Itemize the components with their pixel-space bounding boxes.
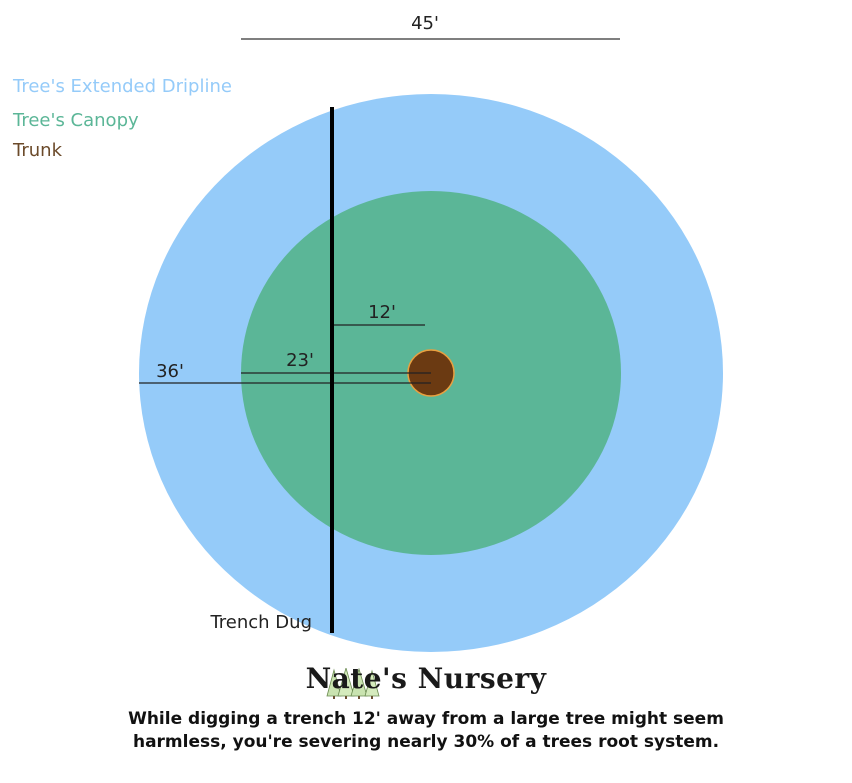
trench-distance-label: 12' xyxy=(368,302,396,323)
caption-line-2: harmless, you're severing nearly 30% of … xyxy=(132,732,720,752)
dripline-radius-label: 36' xyxy=(156,361,184,382)
caption-line-1: While digging a trench 12' away from a l… xyxy=(128,709,724,729)
canopy-radius-label: 23' xyxy=(286,350,314,371)
brand-logo: Nate's Nursery xyxy=(0,662,852,706)
overall-width-label: 45' xyxy=(411,13,439,34)
pine-trees-logo-icon xyxy=(326,668,380,699)
legend-canopy: Tree's Canopy xyxy=(13,110,139,131)
legend-dripline: Tree's Extended Dripline xyxy=(13,76,232,97)
tree-root-diagram: 45' 12' 23' 36' Trench Dug xyxy=(139,13,723,652)
brand-title: Nate's Nursery xyxy=(305,662,547,695)
trench-label: Trench Dug xyxy=(209,612,312,633)
legend-trunk: Trunk xyxy=(13,140,62,161)
caption: While digging a trench 12' away from a l… xyxy=(0,708,852,754)
